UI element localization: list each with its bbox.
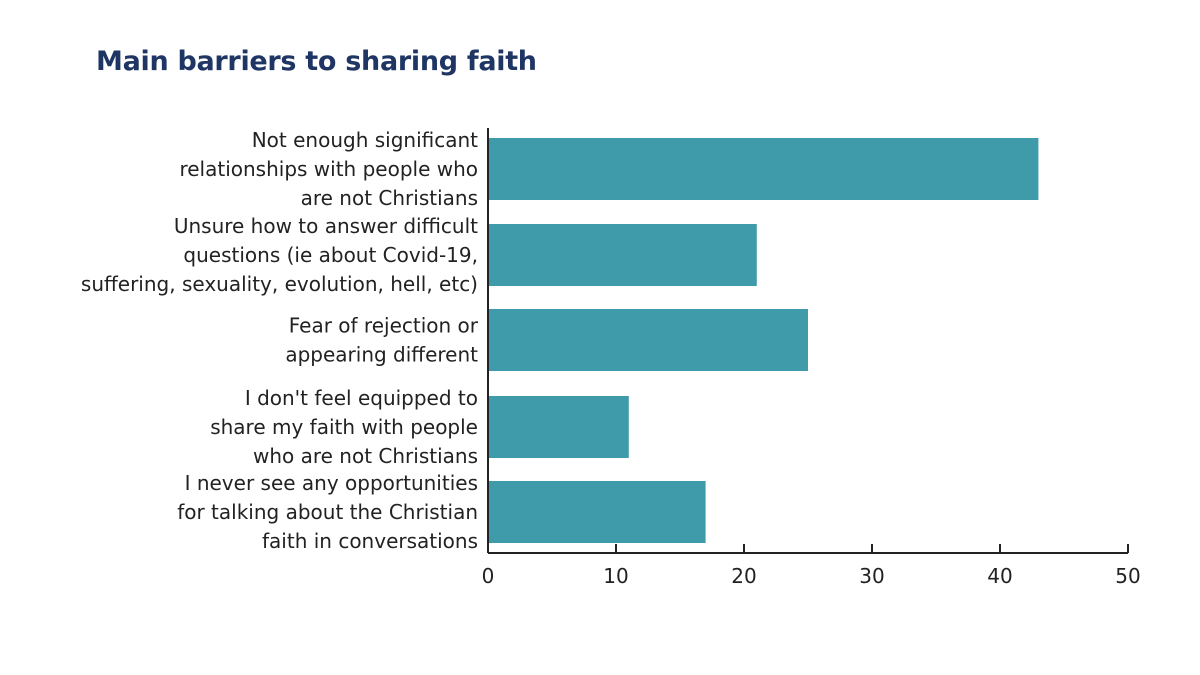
category-labels-group: Not enough significant relationships with… — [81, 128, 479, 553]
category-label-line: are not Christians — [301, 186, 478, 210]
bar-3 — [489, 309, 808, 371]
category-label-line: I don't feel equipped to — [245, 386, 478, 410]
x-tick-label: 50 — [1115, 564, 1140, 588]
bar-2 — [489, 224, 757, 286]
chart-title: Main barriers to sharing faith — [96, 46, 537, 77]
category-label-line: questions (ie about Covid-19, — [183, 243, 478, 267]
category-label-3: Fear of rejection or appearing different — [285, 314, 478, 367]
category-label-line: Not enough significant — [252, 128, 478, 152]
category-label-line: Unsure how to answer difficult — [174, 214, 478, 238]
category-label-line: Fear of rejection or — [289, 314, 479, 338]
bar-5 — [489, 481, 706, 543]
category-label-line: for talking about the Christian — [177, 500, 478, 524]
x-tick-label: 20 — [731, 564, 756, 588]
bar-1 — [489, 138, 1039, 200]
category-label-line: share my faith with people — [210, 415, 478, 439]
category-label-line: I never see any opportunities — [185, 471, 478, 495]
x-tick-label: 30 — [859, 564, 884, 588]
x-tick-label: 0 — [482, 564, 495, 588]
category-label-line: relationships with people who — [179, 157, 478, 181]
category-label-line: appearing different — [285, 343, 478, 367]
x-tick-label: 10 — [603, 564, 628, 588]
category-label-4: I don't feel equipped to share my faith w… — [210, 386, 478, 468]
category-label-line: suffering, sexuality, evolution, hell, e… — [81, 272, 478, 296]
category-label-1: Not enough significant relationships with… — [179, 128, 478, 210]
bars-group — [489, 138, 1039, 543]
category-label-5: I never see any opportunities for talking… — [177, 471, 478, 553]
axes-group: 0 10 20 30 40 50 — [482, 128, 1141, 588]
category-label-line: faith in conversations — [262, 529, 478, 553]
bar-4 — [489, 396, 629, 458]
category-label-line: who are not Christians — [253, 444, 478, 468]
category-label-2: Unsure how to answer difficult questions … — [81, 214, 478, 296]
x-tick-label: 40 — [987, 564, 1012, 588]
